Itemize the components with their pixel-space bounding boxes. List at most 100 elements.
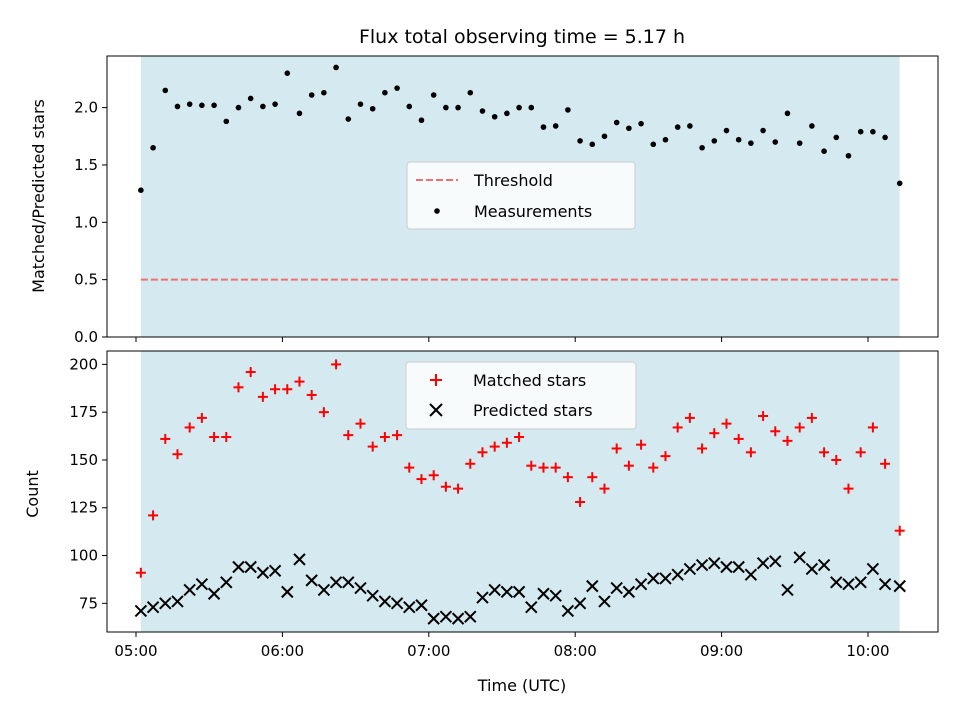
- matched-star-point: [709, 428, 720, 439]
- measurement-point: [491, 113, 498, 120]
- measurement-point: [748, 140, 754, 146]
- measurement-point: [613, 119, 620, 126]
- predicted-star-point: [622, 585, 636, 599]
- matched-star-point: [684, 412, 695, 423]
- measurement-point: [150, 144, 156, 151]
- predicted-star-point: [842, 578, 855, 591]
- top-y-tick-label: 2.0: [74, 99, 98, 117]
- measurement-point: [699, 144, 705, 151]
- matched-star-point: [648, 462, 659, 473]
- legend-threshold-label: Threshold: [473, 171, 553, 190]
- bottom-y-tick-label: 150: [69, 451, 98, 469]
- predicted-star-point: [476, 591, 489, 604]
- predicted-star-point: [195, 578, 209, 591]
- predicted-star-point: [244, 560, 257, 574]
- predicted-star-point: [305, 574, 318, 587]
- predicted-star-point: [830, 576, 843, 589]
- measurement-point: [357, 101, 364, 107]
- predicted-star-point: [366, 589, 379, 602]
- measurement-point: [760, 127, 766, 134]
- predicted-star-point: [769, 555, 782, 568]
- matched-star-point: [831, 454, 842, 465]
- measurement-point: [857, 128, 864, 135]
- predicted-star-point: [232, 560, 245, 574]
- predicted-star-point: [817, 558, 831, 572]
- measurement-point: [882, 134, 888, 141]
- matched-star-point: [148, 510, 159, 521]
- bottom-legend-box: [405, 361, 637, 430]
- predicted-star-point: [281, 585, 294, 599]
- measurement-point: [735, 136, 742, 143]
- measurement-point: [479, 108, 486, 114]
- measurement-point: [589, 141, 596, 148]
- x-axis-label: Time (UTC): [477, 676, 566, 695]
- predicted-star-point: [415, 599, 428, 612]
- matched-star-point: [894, 525, 905, 536]
- bottom-axes-frame: [106, 350, 939, 633]
- predicted-star-point: [256, 566, 270, 579]
- measurement-point: [784, 110, 791, 117]
- x-tick-label: 06:00: [261, 642, 304, 660]
- bottom-y-axis-label: Count: [23, 470, 42, 518]
- matched-star-point: [880, 458, 891, 469]
- predicted-star-point: [756, 556, 770, 570]
- measurement-point: [540, 124, 547, 130]
- x-tick-label: 10:00: [846, 642, 889, 660]
- top-y-tick-label: 0.0: [74, 328, 98, 346]
- predicted-star-point: [439, 610, 453, 623]
- matched-star-point: [611, 443, 622, 454]
- matched-star-point: [331, 359, 342, 370]
- matched-star-point: [733, 433, 744, 444]
- bottom-y-tick-label: 75: [79, 594, 98, 612]
- matched-star-point: [562, 472, 573, 483]
- matched-star-point: [672, 422, 683, 433]
- matched-star-point: [855, 447, 866, 458]
- measurement-point: [235, 104, 242, 111]
- measurement-point: [345, 116, 352, 122]
- predicted-star-point: [781, 583, 794, 597]
- matched-star-point: [526, 460, 537, 471]
- measurement-point: [186, 101, 193, 107]
- matched-star-point: [172, 449, 183, 460]
- matched-star-point: [440, 481, 451, 492]
- matched-star-point: [623, 460, 634, 471]
- measurement-point: [577, 138, 583, 144]
- predicted-star-point: [537, 587, 550, 600]
- legend-matched-swatch: [430, 374, 442, 386]
- top-panel: 0.0 0.5 1.0 1.5 2.0 Flux total observing tim…: [29, 26, 939, 346]
- matched-star-point: [355, 418, 366, 429]
- measurement-point: [833, 134, 840, 141]
- top-legend-box: [406, 161, 636, 230]
- top-y-tick-label: 1.0: [74, 213, 98, 231]
- matched-star-point: [819, 447, 830, 458]
- predicted-star-point: [671, 568, 684, 581]
- predicted-star-point: [525, 600, 538, 614]
- measurement-point: [211, 102, 217, 109]
- predicted-star-point: [488, 583, 501, 597]
- predicted-star-point: [500, 585, 514, 599]
- predicted-star-point: [793, 551, 806, 564]
- matched-star-point: [428, 470, 439, 481]
- measurement-point: [272, 101, 278, 107]
- matched-star-point: [489, 441, 500, 452]
- predicted-star-point: [354, 581, 367, 595]
- legend-matched-label: Matched stars: [473, 371, 586, 390]
- measurement-point: [223, 118, 230, 125]
- predicted-star-point: [159, 597, 172, 610]
- measurement-point: [662, 136, 669, 143]
- measurement-point: [394, 85, 400, 91]
- top-y-tick-label: 1.5: [74, 156, 98, 174]
- measurement-point: [455, 104, 461, 111]
- x-tick-label: 08:00: [554, 642, 597, 660]
- measurement-point: [723, 127, 730, 134]
- predicted-star-point: [378, 595, 392, 608]
- legend-predicted-label: Predicted stars: [473, 401, 593, 420]
- measurement-point: [896, 180, 903, 187]
- matched-star-point: [233, 382, 244, 393]
- matched-star-point: [806, 412, 817, 423]
- measurement-point: [687, 123, 693, 129]
- matched-star-point: [587, 472, 598, 483]
- matched-star-point: [538, 462, 549, 473]
- matched-star-point: [416, 474, 427, 485]
- predicted-star-point: [317, 583, 331, 597]
